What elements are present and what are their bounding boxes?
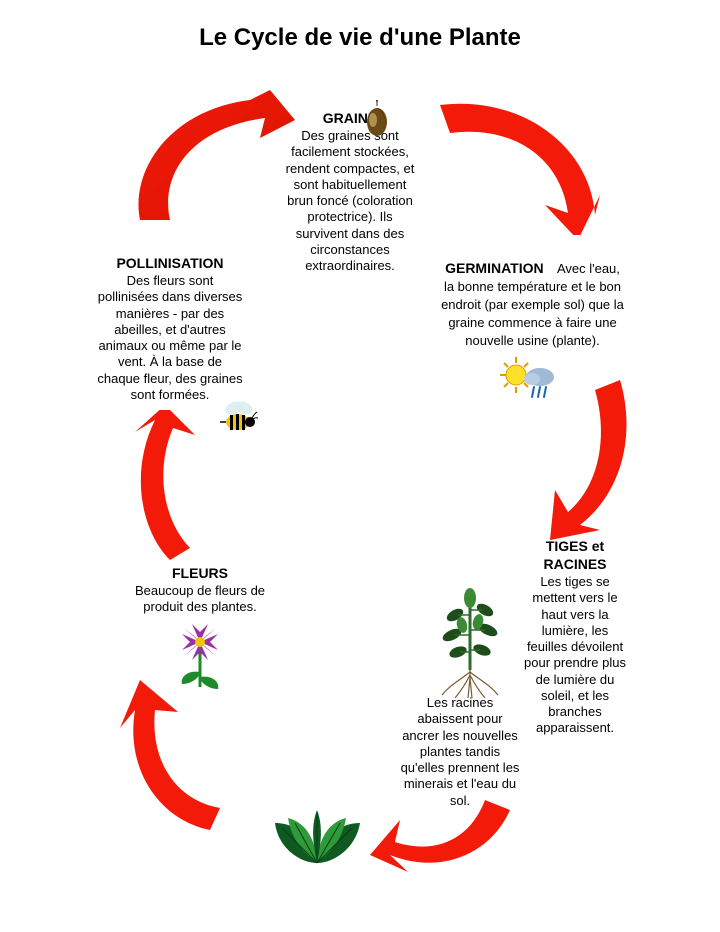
sun-rain-icon <box>498 355 558 405</box>
stage-germination: GERMINATION Avec l'eau, la bonne tempéra… <box>440 260 625 350</box>
stage-tiges: TIGES et RACINES Les tiges se mettent ve… <box>520 538 630 737</box>
arrow-tiges-fleurs <box>370 800 510 880</box>
seed-icon <box>362 100 392 138</box>
stage-tiges-2: Les racines abaissent pour ancrer les no… <box>400 695 520 809</box>
heading-pollinisation: POLLINISATION <box>116 255 223 271</box>
flower-icon <box>170 622 230 692</box>
bee-icon <box>216 400 258 436</box>
seedling-icon <box>420 580 520 700</box>
leaves-icon <box>270 808 365 868</box>
stage-fleurs: FLEURS Beaucoup de fleurs de produit des… <box>130 565 270 616</box>
body-graine: Des graines sont facilement stockées, re… <box>280 128 420 274</box>
body-fleurs: Beaucoup de fleurs de produit des plante… <box>130 583 270 616</box>
arrow-graine-germination <box>430 95 600 235</box>
heading-tiges: TIGES et RACINES <box>543 538 606 572</box>
arrow-pollinisation-graine <box>120 90 300 230</box>
diagram-page: Le Cycle de vie d'une Plante GRAINE Des … <box>0 0 720 932</box>
stage-graine: GRAINE Des graines sont facilement stock… <box>280 110 420 274</box>
heading-germination: GERMINATION <box>445 260 544 276</box>
heading-fleurs: FLEURS <box>172 565 228 581</box>
stage-pollinisation: POLLINISATION Des fleurs sont pollinisée… <box>95 255 245 403</box>
body-tiges: Les tiges se mettent vers le haut vers l… <box>520 574 630 737</box>
body-pollinisation: Des fleurs sont pollinisées dans diverse… <box>95 273 245 403</box>
arrow-leaves-upper <box>120 680 230 830</box>
arrow-fleurs-pollinisation <box>125 410 205 560</box>
page-title: Le Cycle de vie d'une Plante <box>0 24 720 52</box>
body-tiges-2: Les racines abaissent pour ancrer les no… <box>400 695 520 809</box>
